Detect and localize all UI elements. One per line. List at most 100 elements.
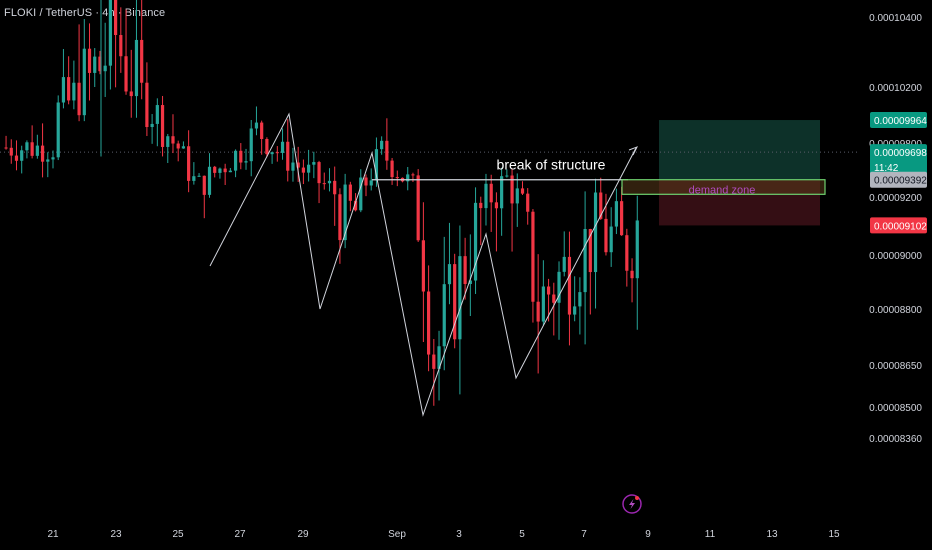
candle-body <box>218 168 222 173</box>
x-tick-label: 25 <box>172 529 184 540</box>
candle-body <box>427 291 431 355</box>
y-tick-label: 0.00010200 <box>869 83 922 94</box>
price-badge-countdown: 11:42 <box>874 163 899 174</box>
candle-body <box>437 346 441 369</box>
candle-body <box>187 146 191 181</box>
candle-body <box>260 122 264 140</box>
candle-body <box>207 166 212 195</box>
candle-body <box>67 77 71 101</box>
candlestick-series <box>4 0 639 406</box>
candle-body <box>322 183 326 185</box>
candle-body <box>114 0 118 36</box>
zigzag-line <box>209 112 637 417</box>
x-tick-label: 9 <box>645 529 651 540</box>
candle-body <box>244 161 248 163</box>
candle-body <box>145 82 149 128</box>
candle-body <box>197 175 201 177</box>
price-badge-text: 0.00009698 <box>874 148 927 159</box>
candle-body <box>635 220 639 279</box>
demand-zone-label: demand zone <box>689 185 756 197</box>
price-badge-text: 0.00009392 <box>874 176 927 187</box>
candle-body <box>46 159 50 162</box>
x-tick-label: 3 <box>456 529 462 540</box>
candle-body <box>526 193 530 212</box>
y-tick-label: 0.00009000 <box>869 251 922 262</box>
candle-body <box>557 271 561 303</box>
candle-body <box>546 286 551 295</box>
candle-body <box>599 192 603 219</box>
candle-body <box>87 48 92 73</box>
candle-body <box>93 56 97 73</box>
candle-body <box>473 202 478 281</box>
candle-body <box>630 270 634 279</box>
price-badges: 0.000099640.0000969811:420.000093920.000… <box>870 112 927 234</box>
candle-body <box>82 48 86 116</box>
candle-body <box>239 150 243 163</box>
candle-body <box>176 143 180 149</box>
price-badge-text: 0.00009102 <box>874 221 927 232</box>
candle-body <box>468 280 472 284</box>
demand-zone-box <box>621 179 826 195</box>
candle-body <box>609 226 613 253</box>
candle-body <box>421 240 425 292</box>
candle-body <box>531 211 535 302</box>
target-zone <box>659 120 820 180</box>
candle-body <box>484 183 488 209</box>
y-tick-label: 0.00008500 <box>869 403 922 414</box>
candle-body <box>51 157 55 160</box>
candle-body <box>573 306 577 315</box>
lightning-icon[interactable] <box>622 494 642 514</box>
candle-body <box>265 139 269 155</box>
candle-body <box>505 175 509 177</box>
candle-body <box>228 170 232 173</box>
candle-body <box>338 194 342 241</box>
candle-body <box>134 39 139 97</box>
candle-body <box>4 147 8 149</box>
x-tick-label: 5 <box>519 529 525 540</box>
x-tick-label: 21 <box>47 529 59 540</box>
price-badge-current: 0.00009698 11:42 <box>870 144 927 177</box>
candle-body <box>270 152 274 155</box>
candle-body <box>625 235 629 271</box>
candle-body <box>578 292 582 307</box>
candle-body <box>140 39 144 83</box>
arrow-head <box>628 146 639 156</box>
time-axis: 21 23 25 27 29 Sep 3 5 7 9 11 13 15 <box>47 529 840 540</box>
candle-body <box>296 162 300 168</box>
x-tick-label: 13 <box>766 529 778 540</box>
candle-body <box>192 176 196 181</box>
candle-body <box>155 105 159 124</box>
y-tick-label: 0.00008360 <box>869 434 922 445</box>
candle-body <box>160 105 165 147</box>
candle-body <box>416 175 420 241</box>
candle-body <box>494 202 499 209</box>
x-tick-label: 11 <box>705 529 716 540</box>
candle-body <box>119 35 123 57</box>
price-badge-stop: 0.00009102 <box>870 217 927 234</box>
candle-body <box>406 174 410 182</box>
y-tick-label: 0.00010400 <box>869 13 922 24</box>
candle-body <box>588 228 592 273</box>
candle-body <box>447 264 452 285</box>
candle-body <box>150 123 154 128</box>
candle-body <box>604 218 608 253</box>
candle-body <box>364 177 368 186</box>
candle-body <box>500 176 504 209</box>
candle-body <box>432 354 436 369</box>
candle-body <box>103 65 107 72</box>
candle-body <box>380 140 384 150</box>
candle-body <box>40 145 45 162</box>
price-badge-entry: 0.00009392 <box>870 171 927 188</box>
candle-body <box>233 150 238 171</box>
candle-body <box>620 201 624 236</box>
candle-body <box>166 136 170 147</box>
bos-label: break of structure <box>497 157 606 173</box>
price-badge-target: 0.00009964 <box>870 112 927 129</box>
candle-body <box>463 256 467 284</box>
candle-body <box>369 180 373 186</box>
candle-body <box>562 256 566 272</box>
candle-body <box>286 141 290 171</box>
candle-body <box>536 301 540 322</box>
x-tick-label: 29 <box>297 529 309 540</box>
